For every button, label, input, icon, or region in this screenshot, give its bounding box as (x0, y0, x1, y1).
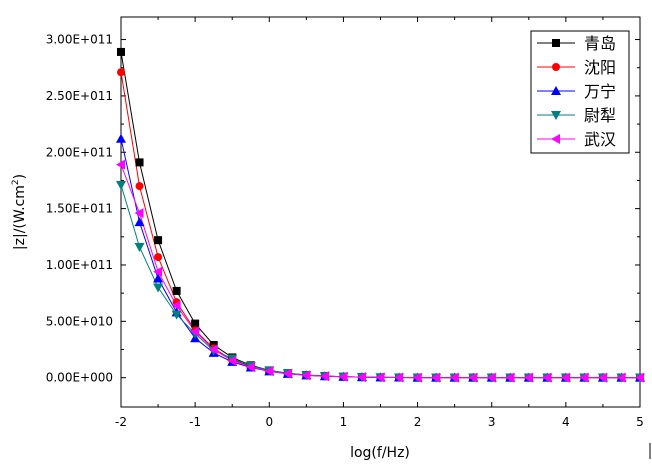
y-axis-title-close: ) (12, 174, 28, 179)
data-point (153, 266, 163, 277)
y-axis-title: |z|/(W.cm2) (11, 174, 28, 250)
data-point (412, 372, 422, 383)
x-tick-label: 3 (488, 415, 496, 429)
data-point (190, 326, 200, 337)
legend-label: 沈阳 (584, 58, 616, 77)
data-point (171, 310, 182, 320)
data-point (282, 368, 292, 379)
data-point (597, 372, 607, 383)
y-axis-title-main: |z|/(W.cm (12, 185, 28, 250)
data-point (468, 372, 478, 383)
data-point (338, 371, 348, 382)
data-point (616, 372, 626, 383)
data-point (191, 319, 200, 328)
data-point (431, 372, 441, 383)
x-axis-ticks: -2 -1 0 1 2 3 4 5 (115, 17, 644, 429)
x-tick-label: 2 (414, 415, 422, 429)
x-axis-title: log(f/Hz) (350, 445, 410, 461)
data-point (153, 273, 164, 283)
y-tick-label: 2.00E+011 (46, 145, 113, 159)
x-tick-label: 0 (265, 415, 273, 429)
legend-marker (551, 86, 561, 95)
legend-label: 青岛 (584, 34, 616, 53)
data-point (486, 372, 496, 383)
data-point (635, 372, 644, 383)
y-axis-ticks: 0.00E+000 5.00E+010 1.00E+011 1.50E+011 2.00… (46, 33, 640, 385)
data-point (116, 180, 126, 190)
data-point (579, 372, 589, 383)
legend-box (530, 30, 630, 154)
x-tick-label: -1 (189, 415, 201, 429)
legend-marker (551, 134, 560, 144)
data-point (134, 208, 144, 219)
legend-label: 武汉 (584, 130, 616, 149)
data-point (116, 133, 126, 143)
data-point (227, 355, 237, 366)
series-markers (116, 47, 645, 383)
x-tick-label: 4 (562, 415, 570, 429)
data-point (117, 68, 125, 77)
series-line-5 (120, 164, 640, 379)
data-point (117, 47, 125, 56)
y-tick-label: 2.50E+011 (46, 89, 113, 103)
y-tick-label: 5.00E+010 (46, 314, 113, 328)
x-tick-label: -2 (115, 415, 127, 429)
data-point (208, 344, 218, 355)
data-point (375, 372, 385, 383)
legend-marker (551, 111, 561, 120)
data-point (505, 372, 515, 383)
data-point (134, 217, 145, 227)
legend-label: 尉犁 (584, 106, 616, 125)
data-point (394, 372, 404, 383)
x-tick-label: 1 (340, 415, 348, 429)
data-point (172, 286, 181, 295)
data-point (135, 158, 144, 167)
y-tick-label: 1.50E+011 (46, 202, 113, 216)
data-point (171, 300, 181, 311)
legend-marker (552, 63, 560, 71)
data-point (154, 236, 163, 245)
data-point (449, 372, 459, 383)
y-tick-label: 1.00E+011 (46, 258, 113, 272)
data-point (301, 370, 311, 381)
data-point (154, 253, 163, 262)
x-tick-label: 5 (636, 415, 644, 429)
data-point (116, 159, 125, 170)
data-point (523, 372, 533, 383)
data-point (245, 361, 255, 372)
data-point (542, 372, 552, 383)
legend-marker (552, 39, 560, 47)
legend-label: 万宁 (584, 82, 616, 101)
y-tick-label: 0.00E+000 (46, 371, 113, 385)
y-axis-title-superscript: 2 (11, 179, 21, 185)
data-point (319, 371, 329, 382)
data-point (356, 372, 366, 383)
data-point (135, 182, 144, 191)
data-point (134, 242, 145, 252)
y-tick-label: 3.00E+011 (46, 33, 113, 47)
data-point (560, 372, 570, 383)
data-point (264, 366, 274, 377)
series-line-4 (120, 184, 640, 379)
data-point (153, 283, 164, 293)
